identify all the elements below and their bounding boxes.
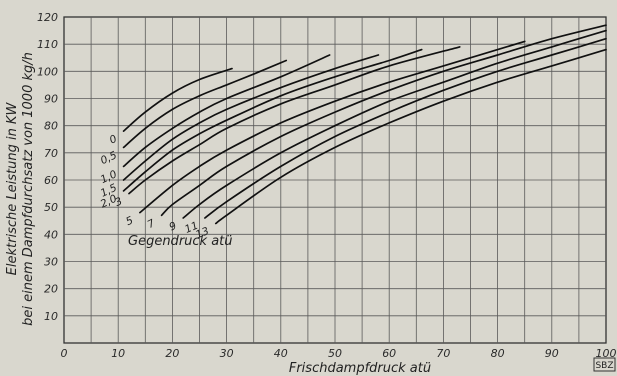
curve-gegendruck-9 (182, 29, 607, 219)
y-tick-label: 60 (44, 174, 58, 187)
tick-labels: 0 10 20 30 40 50 60 70 80 90 100102030405060708090… (37, 11, 617, 360)
y-tick-label: 20 (44, 283, 58, 296)
y-tick-label: 70 (44, 147, 58, 160)
x-tick-label: 70 (436, 347, 450, 360)
curve-gegendruck-0-5 (122, 59, 288, 149)
y-tick-label: 50 (44, 201, 58, 214)
x-tick-label: 90 (545, 347, 559, 360)
y-tick-label: 90 (44, 93, 58, 106)
x-tick-label: 0 (61, 347, 68, 360)
y-tick-label: 110 (37, 38, 58, 51)
grid (63, 16, 607, 344)
curve-gegendruck-0 (122, 67, 233, 132)
y-tick-label: 10 (44, 310, 58, 323)
x-tick-label: 40 (274, 347, 288, 360)
curve-gegendruck-13 (214, 48, 607, 225)
x-tick-label: 10 (111, 347, 125, 360)
y-axis-label-line1: Elektrische Leistung in KW (5, 102, 20, 276)
curve-gegendruck-1-0 (122, 54, 331, 168)
gegendruck-annotation: Gegendruck atü (128, 234, 233, 249)
x-tick-label: 50 (328, 347, 342, 360)
x-tick-label: 100 (596, 347, 617, 360)
curve-label-13: 13 (194, 225, 211, 241)
curve-label-3: 3 (113, 195, 124, 209)
y-tick-label: 80 (44, 120, 58, 133)
x-tick-label: 20 (165, 347, 179, 360)
y-tick-label: 40 (44, 228, 58, 241)
curve-gegendruck-11 (204, 37, 607, 219)
y-tick-label: 100 (37, 65, 58, 78)
curve-label-0-5: 0,5 (99, 149, 119, 167)
curve-label-0: 0 (108, 133, 119, 147)
y-tick-label: 120 (37, 11, 58, 24)
curve-gegendruck-5 (139, 40, 526, 214)
x-tick-label: 60 (382, 347, 396, 360)
curves (122, 24, 607, 225)
curve-label-9: 9 (167, 220, 178, 234)
curve-gegendruck-3 (128, 46, 461, 195)
x-axis-label: Frischdampfdruck atü (289, 361, 431, 376)
curve-gegendruck-1-5 (122, 54, 380, 181)
stamp-box (593, 357, 616, 372)
y-axis-label-line2: bei einem Dampfdurchsatz von 1000 kg/h (21, 52, 36, 326)
stamp-label: SBZ (595, 361, 613, 371)
x-tick-label: 30 (220, 347, 234, 360)
y-tick-label: 30 (44, 256, 58, 269)
x-tick-label: 80 (491, 347, 505, 360)
curve-gegendruck-7 (160, 24, 607, 217)
curve-label-7: 7 (146, 217, 158, 231)
curve-label-5: 5 (124, 214, 135, 228)
curve-gegendruck-2-0 (122, 48, 423, 192)
curve-label-11: 11 (183, 220, 200, 236)
